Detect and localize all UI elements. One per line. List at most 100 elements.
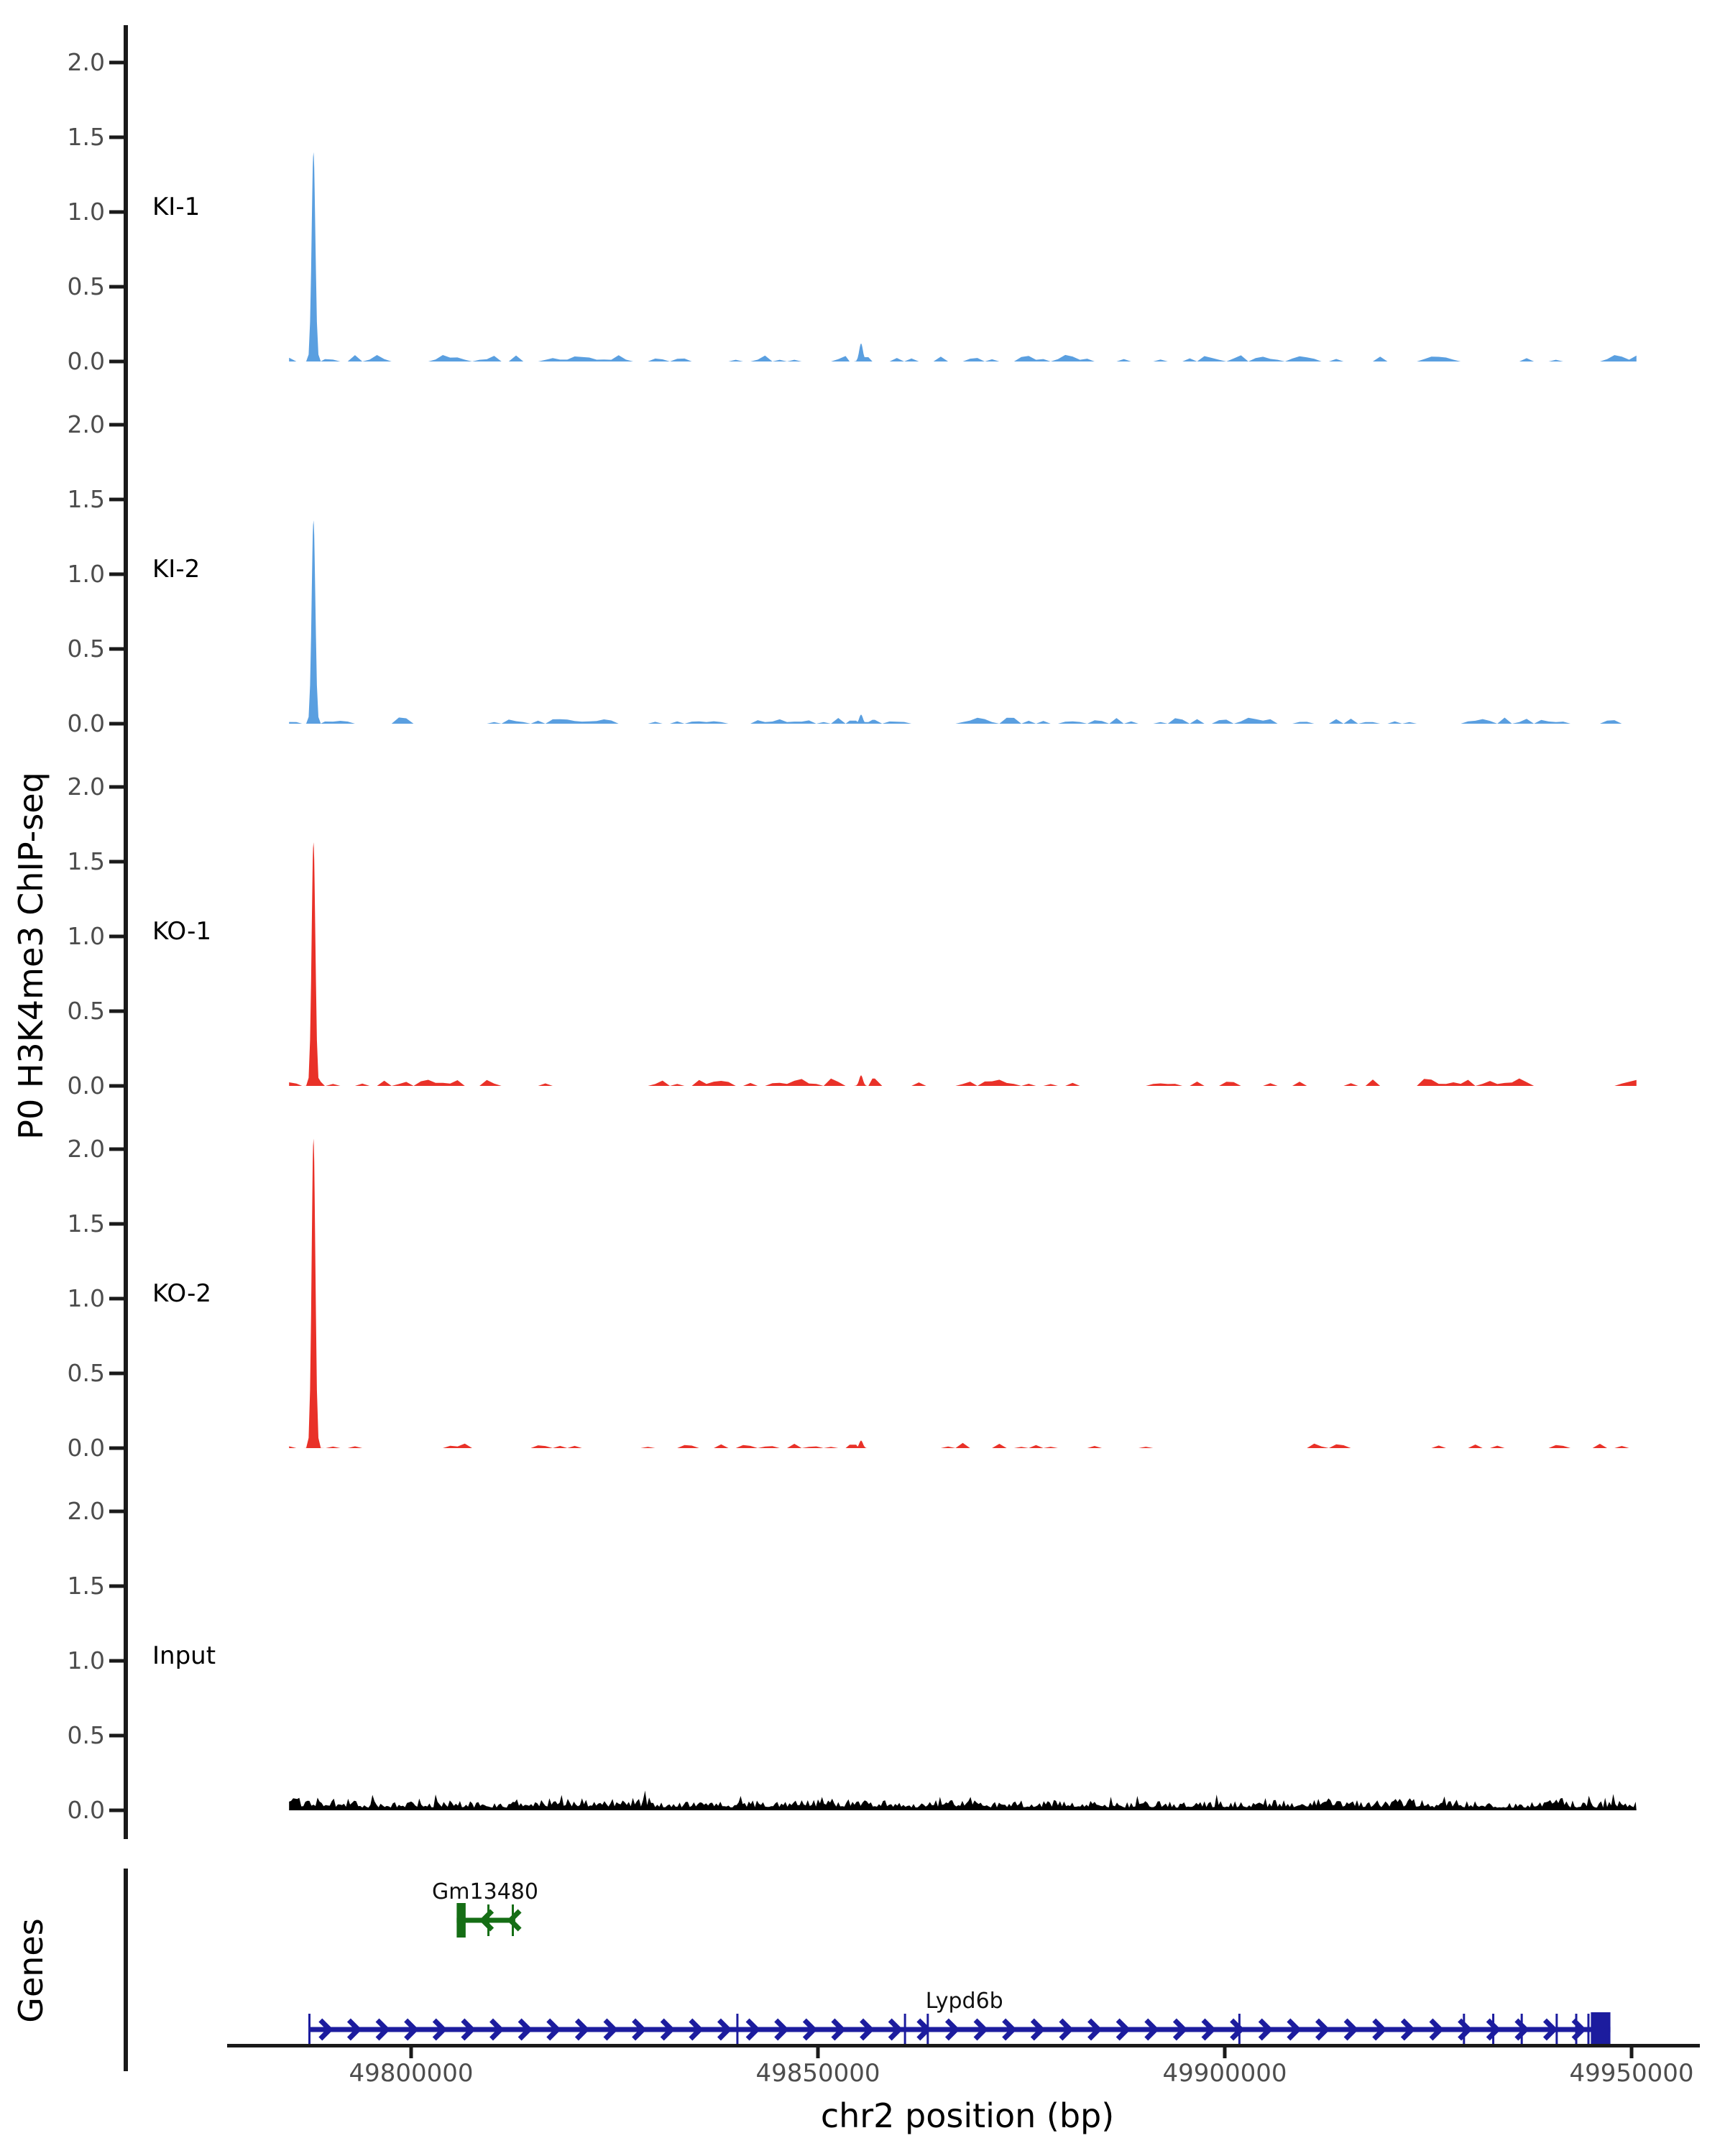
track-spine-KI-1: [124, 25, 128, 390]
y-tick: [109, 359, 124, 364]
gene-strand-arrow-Lypd6b: [518, 2018, 533, 2041]
gene-strand-arrow-Lypd6b: [1458, 2018, 1473, 2041]
y-tick: [109, 1659, 124, 1663]
gene-strand-arrow-Lypd6b: [546, 2018, 561, 2041]
x-tick: [409, 2047, 413, 2058]
gene-strand-arrow-Lypd6b: [1230, 2018, 1245, 2041]
gene-exon-tick-Lypd6b: [1575, 2014, 1578, 2045]
track-label-KI-1: KI-1: [152, 193, 200, 221]
gene-strand-arrow-Lypd6b: [774, 2018, 789, 2041]
gene-strand-arrow-Lypd6b: [745, 2018, 761, 2041]
gene-strand-arrow-Lypd6b: [1542, 2018, 1558, 2041]
gene-strand-arrow-Lypd6b: [1201, 2018, 1216, 2041]
y-tick-label: 1.5: [68, 123, 105, 151]
x-axis-line: [227, 2044, 1700, 2047]
y-tick: [109, 135, 124, 139]
y-tick-label: 2.0: [68, 773, 105, 801]
y-tick: [109, 1222, 124, 1226]
gene-strand-arrow-Lypd6b: [1343, 2018, 1359, 2041]
gene-exon-tick-Lypd6b: [1492, 2014, 1495, 2045]
gene-strand-arrow-Lypd6b: [404, 2018, 419, 2041]
gene-strand-arrow-Lypd6b: [461, 2018, 476, 2041]
gene-strand-arrow-Gm13480: [507, 1909, 522, 1932]
gene-strand-arrow-Lypd6b: [1287, 2018, 1302, 2041]
x-axis-title: chr2 position (bp): [820, 2096, 1115, 2135]
y-tick: [109, 934, 124, 939]
gene-strand-arrow-Lypd6b: [1002, 2018, 1017, 2041]
gene-line-Lypd6b: [309, 2027, 1611, 2032]
gene-strand-arrow-Lypd6b: [632, 2018, 647, 2041]
gene-exon-tick-Lypd6b: [903, 2014, 906, 2045]
track-spine-KI-2: [124, 387, 128, 752]
gene-strand-arrow-Lypd6b: [1087, 2018, 1103, 2041]
y-tick-label: 1.5: [68, 847, 105, 875]
y-tick-label: 0.0: [68, 1434, 105, 1462]
gene-label-Lypd6b: Lypd6b: [926, 1989, 1003, 2014]
y-tick-label: 1.5: [68, 485, 105, 513]
y-tick-label: 2.0: [68, 48, 105, 76]
gene-strand-arrow-Lypd6b: [1514, 2018, 1530, 2041]
gene-strand-arrow-Lypd6b: [432, 2018, 448, 2041]
gene-strand-arrow-Lypd6b: [802, 2018, 818, 2041]
y-tick-label: 0.0: [68, 1072, 105, 1100]
track-spine-Input: [124, 1474, 128, 1839]
x-tick: [1629, 2047, 1634, 2058]
signal-area-KI-2: [289, 520, 1637, 724]
y-tick-label: 1.0: [68, 1284, 105, 1312]
y-tick: [109, 860, 124, 864]
x-tick: [816, 2047, 820, 2058]
y-tick: [109, 722, 124, 726]
y-tick: [109, 1147, 124, 1151]
y-tick: [109, 423, 124, 427]
y-tick-label: 2.0: [68, 1135, 105, 1163]
track-label-Input: Input: [152, 1641, 216, 1670]
y-tick: [109, 497, 124, 502]
y-tick-label: 0.5: [68, 272, 105, 300]
y-tick: [109, 1584, 124, 1588]
y-tick: [109, 1084, 124, 1088]
gene-exon-tick-Lypd6b: [1520, 2014, 1523, 2045]
gene-strand-arrow-Lypd6b: [346, 2018, 362, 2041]
y-tick: [109, 647, 124, 651]
signal-area-Input: [289, 1790, 1637, 1810]
x-tick-label: 49900000: [1162, 2059, 1287, 2088]
gene-strand-arrow-Lypd6b: [944, 2018, 960, 2041]
gene-strand-arrow-Lypd6b: [888, 2018, 903, 2041]
y-tick: [109, 210, 124, 214]
signal-area-KO-2: [289, 1138, 1637, 1448]
x-tick-label: 49950000: [1569, 2059, 1693, 2088]
gene-exon-tick-Lypd6b: [1463, 2014, 1466, 2045]
x-tick: [1223, 2047, 1227, 2058]
gene-exon-box-Lypd6b: [1591, 2012, 1611, 2047]
y-tick: [109, 1808, 124, 1812]
track-label-KO-2: KO-2: [152, 1279, 211, 1308]
track-label-KO-1: KO-1: [152, 917, 211, 946]
gene-strand-arrow-Lypd6b: [1172, 2018, 1188, 2041]
gene-strand-arrow-Lypd6b: [1059, 2018, 1074, 2041]
gene-strand-arrow-Lypd6b: [973, 2018, 989, 2041]
gene-strand-arrow-Lypd6b: [1258, 2018, 1274, 2041]
y-tick: [109, 1509, 124, 1514]
gene-strand-arrow-Lypd6b: [1571, 2018, 1587, 2041]
gene-strand-arrow-Lypd6b: [1315, 2018, 1330, 2041]
y-tick-label: 1.5: [68, 1210, 105, 1238]
gene-strand-arrow-Lypd6b: [1429, 2018, 1444, 2041]
gene-strand-arrow-Lypd6b: [318, 2018, 334, 2041]
gene-strand-arrow-Lypd6b: [1400, 2018, 1416, 2041]
y-tick-label: 1.0: [68, 1646, 105, 1674]
y-tick-label: 0.5: [68, 997, 105, 1025]
y-tick-label: 0.0: [68, 347, 105, 375]
track-spine-KO-1: [124, 750, 128, 1115]
y-tick: [109, 785, 124, 789]
gene-strand-arrow-Lypd6b: [1116, 2018, 1131, 2041]
gene-strand-arrow-Lypd6b: [860, 2018, 875, 2041]
gene-label-Gm13480: Gm13480: [432, 1879, 538, 1904]
track-spine-KO-2: [124, 1112, 128, 1477]
y-tick-label: 1.0: [68, 198, 105, 226]
gene-strand-arrow-Lypd6b: [1486, 2018, 1501, 2041]
y-tick: [109, 285, 124, 289]
y-tick-label: 0.0: [68, 1796, 105, 1824]
y-tick-label: 0.0: [68, 709, 105, 737]
